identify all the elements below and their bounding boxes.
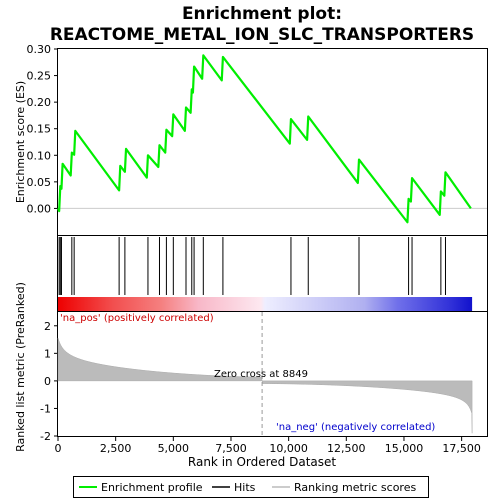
es-panel: 0.00 0.05 0.10 0.15 0.20 0.25 0.30 [27,43,488,222]
zero-cross-label: Zero cross at 8849 [214,369,308,380]
legend: Enrichment profile Hits Ranking metric s… [74,477,429,498]
es-y-tick-label: 0.10 [27,149,52,162]
x-tick-label: 2,500 [100,442,132,455]
x-tick-label: 12,500 [327,442,366,455]
es-panel-frame [58,49,488,236]
x-tick-label: 7,500 [215,442,247,455]
legend-enrichment-label: Enrichment profile [101,481,203,494]
x-axis: 0 2,500 5,000 7,500 10,000 12,500 15,000 17,500 [55,437,481,455]
enrichment-profile-line [58,55,471,222]
metric-axis-label: Ranked list metric (PreRanked) [14,282,27,452]
x-tick-label: 17,500 [442,442,481,455]
es-axis-label: Enrichment score (ES) [14,81,27,203]
metric-y-tick-label: 1 [44,347,51,360]
metric-y-tick-label: -2 [40,430,51,443]
metric-y-tick-label: 2 [44,320,51,333]
es-y-tick-label: 0.20 [27,96,52,109]
neg-correlated-label: 'na_neg' (negatively correlated) [276,422,435,433]
metric-y-tick-label: 0 [44,375,51,388]
pos-correlated-label: 'na_pos' (positively correlated) [60,313,214,324]
es-y-tick-label: 0.25 [27,70,52,83]
ranking-metric-area [58,338,472,433]
x-tick-label: 10,000 [269,442,308,455]
x-axis-label: Rank in Ordered Dataset [188,455,336,469]
legend-metric-label: Ranking metric scores [294,481,416,494]
hits-panel [58,237,472,311]
x-tick-label: 0 [55,442,62,455]
legend-hits-label: Hits [234,481,256,494]
chart-title-line1: Enrichment plot: [182,4,342,24]
es-y-tick-label: 0.30 [27,43,52,56]
ranking-color-band [58,297,472,311]
es-y-tick-label: 0.00 [27,202,52,215]
es-y-tick-label: 0.15 [27,123,52,136]
metric-y-tick-label: -1 [40,402,51,415]
chart-title-line2: REACTOME_METAL_ION_SLC_TRANSPORTERS [50,25,474,45]
x-tick-label: 5,000 [158,442,190,455]
x-tick-label: 15,000 [385,442,424,455]
es-y-tick-label: 0.05 [27,176,52,189]
